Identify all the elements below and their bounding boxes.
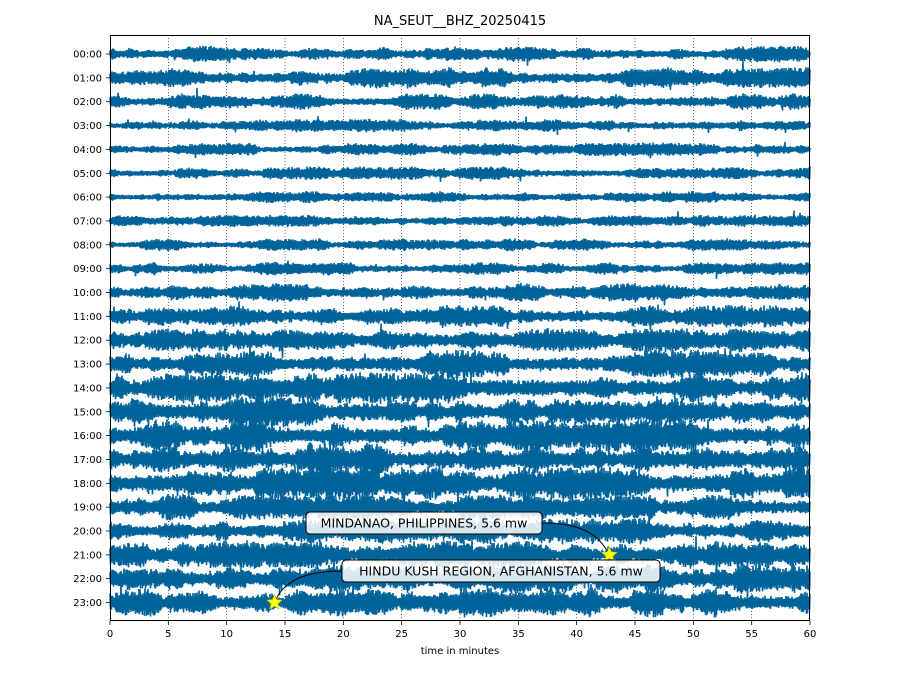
event-marker: [266, 593, 283, 610]
trace-0800: [109, 238, 811, 252]
y-tick-label: 16:00: [73, 431, 102, 442]
y-tick-label: 11:00: [73, 312, 102, 323]
x-tick-label: 50: [687, 629, 700, 640]
y-tick-label: 13:00: [73, 360, 102, 371]
trace-0700: [109, 210, 811, 228]
trace-0000: [109, 45, 811, 66]
trace-0400: [109, 141, 811, 159]
x-tick-label: 20: [337, 629, 350, 640]
y-tick-label: 09:00: [73, 264, 102, 275]
y-tick-label: 20:00: [73, 527, 102, 538]
event-annotations: MINDANAO, PHILIPPINES, 5.6 mw HINDU KUSH …: [266, 511, 661, 610]
annotation-box: [341, 559, 661, 583]
trace-1100: [109, 301, 811, 331]
y-tick-label: 17:00: [73, 455, 102, 466]
annotation-label: MINDANAO, PHILIPPINES, 5.6 mw: [321, 516, 528, 531]
trace-1600: [109, 418, 811, 455]
y-tick-label: 23:00: [73, 598, 102, 609]
y-tick-label: 03:00: [73, 121, 102, 132]
x-axis-ticks: 0 5 10 15 20 25 30 35 40 45 50 55 60: [107, 621, 817, 640]
trace-1800: [109, 464, 811, 502]
trace-2300: [109, 583, 811, 618]
x-tick-label: 40: [570, 629, 583, 640]
y-tick-label: 02:00: [73, 97, 102, 108]
y-tick-label: 06:00: [73, 193, 102, 204]
seismic-traces: [109, 45, 811, 618]
y-axis-ticks: 00:00 01:00 02:00 03:00 04:00 05:00 06:00 07:00…: [73, 50, 110, 609]
trace-1200: [109, 323, 811, 359]
trace-1900: [109, 490, 811, 521]
y-tick-label: 10:00: [73, 288, 102, 299]
x-tick-label: 30: [454, 629, 467, 640]
chart-title: NA_SEUT__BHZ_20250415: [374, 14, 546, 29]
y-tick-label: 15:00: [73, 407, 102, 418]
x-tick-label: 55: [745, 629, 758, 640]
trace-1300: [109, 342, 811, 379]
y-tick-label: 07:00: [73, 216, 102, 227]
x-tick-label: 10: [220, 629, 233, 640]
annotation-label: HINDU KUSH REGION, AFGHANISTAN, 5.6 mw: [359, 564, 643, 579]
trace-0600: [109, 191, 811, 204]
x-tick-label: 25: [395, 629, 408, 640]
y-tick-label: 01:00: [73, 73, 102, 84]
trace-0200: [109, 87, 811, 111]
x-tick-label: 0: [107, 629, 113, 640]
x-axis-label: time in minutes: [421, 646, 500, 657]
x-tick-label: 35: [512, 629, 525, 640]
x-tick-label: 15: [279, 629, 292, 640]
annotation-connector: [274, 570, 343, 603]
y-tick-label: 04:00: [73, 145, 102, 156]
y-tick-label: 12:00: [73, 336, 102, 347]
trace-1000: [109, 282, 811, 306]
y-tick-label: 08:00: [73, 240, 102, 251]
x-tick-label: 60: [804, 629, 817, 640]
trace-0100: [109, 61, 811, 90]
annotation-connector: [541, 522, 610, 556]
event-marker: [600, 546, 618, 562]
y-tick-label: 19:00: [73, 503, 102, 514]
x-tick-label: 5: [165, 629, 171, 640]
y-tick-label: 18:00: [73, 479, 102, 490]
trace-0500: [109, 166, 811, 182]
y-tick-label: 14:00: [73, 383, 102, 394]
y-tick-label: 00:00: [73, 50, 102, 61]
annotation-box: [305, 511, 543, 535]
trace-0900: [109, 260, 811, 279]
trace-1700: [109, 435, 811, 477]
plot-frame: [110, 35, 810, 621]
y-tick-label: 21:00: [73, 550, 102, 561]
trace-2100: [109, 536, 811, 582]
x-tick-label: 45: [629, 629, 642, 640]
y-tick-label: 22:00: [73, 574, 102, 585]
trace-1400: [109, 371, 811, 406]
trace-0300: [109, 115, 811, 135]
trace-1500: [109, 395, 811, 428]
y-tick-label: 05:00: [73, 169, 102, 180]
